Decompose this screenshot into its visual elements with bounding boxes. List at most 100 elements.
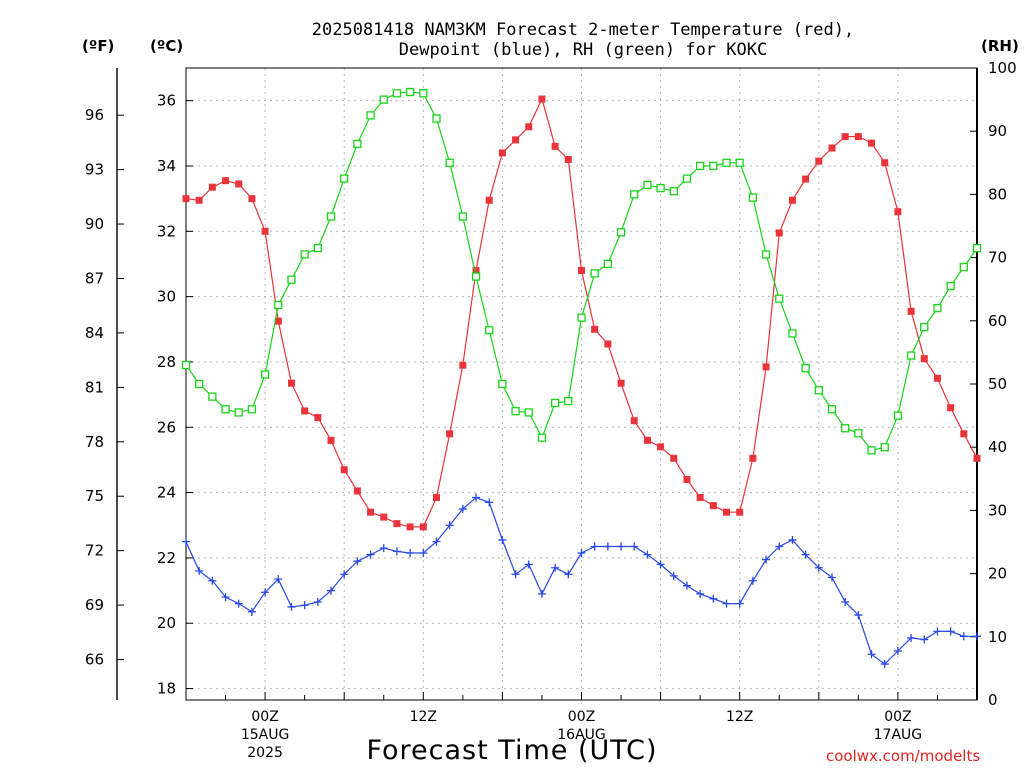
dewpoint-point [801, 550, 810, 559]
celsius-tick-label: 24 [157, 484, 176, 502]
temperature-point [353, 487, 361, 495]
dewpoint-point [300, 601, 309, 610]
temperature-point [248, 195, 256, 203]
temperature-point [498, 149, 506, 157]
rh-point [709, 161, 718, 171]
rh-point [379, 95, 388, 104]
dewpoint-point [234, 599, 243, 608]
rh-point [221, 405, 230, 414]
dewpoint-point [261, 588, 270, 597]
dewpoint-point [564, 570, 573, 579]
temperature-point [432, 493, 440, 501]
dewpoint-point [973, 632, 981, 641]
rh-tick-label: 20 [988, 565, 1007, 583]
celsius-tick-label: 20 [157, 614, 176, 632]
temperature-point [301, 407, 309, 415]
temperature-point [591, 325, 599, 333]
temperature-point [973, 454, 981, 462]
rh-point [432, 114, 441, 123]
temperature-point [235, 180, 243, 188]
temperature-point [630, 417, 638, 425]
fahrenheit-tick-label: 72 [85, 542, 104, 560]
credit-text: coolwx.com/modelts [826, 747, 980, 765]
temperature-point [841, 133, 849, 141]
fahrenheit-unit-label: (ºF) [82, 37, 114, 55]
x-axis-tick-labels: 00Z 15AUG 2025 12Z 00Z 16AUG 12Z 00Z 17AUG [241, 709, 922, 761]
rh-point [392, 89, 402, 98]
temperature-point [881, 159, 889, 167]
dewpoint-point [893, 647, 902, 656]
rh-point [458, 212, 468, 221]
temperature-point [947, 404, 955, 412]
rh-point [906, 351, 916, 360]
dewpoint-point [617, 542, 626, 551]
temperature-point [617, 379, 625, 387]
celsius-unit-label: (ºC) [150, 37, 183, 55]
dewpoint-point [458, 504, 467, 513]
temperature-point [868, 139, 876, 147]
dewpoint-point [946, 627, 955, 636]
temperature-point [815, 157, 823, 165]
temperature-point [195, 196, 203, 204]
temperature-point [538, 95, 546, 103]
temperature-point [393, 520, 401, 528]
rh-point [524, 408, 533, 417]
dewpoint-point [392, 547, 401, 556]
celsius-tick-label: 30 [157, 288, 176, 306]
rh-point [234, 408, 243, 417]
rh-tick-label: 60 [988, 312, 1007, 330]
x-tick-label: 12Z [410, 709, 437, 725]
rh-point [946, 281, 955, 291]
rh-point [630, 190, 639, 199]
fahrenheit-tick-label: 84 [85, 324, 104, 342]
temperature-point [222, 177, 230, 185]
dewpoint-point [775, 542, 784, 551]
dewpoint-point [762, 555, 771, 564]
temperature-point [512, 136, 520, 144]
fahrenheit-tick-label: 96 [85, 106, 104, 124]
rh-point [195, 379, 204, 389]
rh-unit-label: (RH) [981, 37, 1019, 55]
rh-point [590, 269, 599, 278]
fahrenheit-tick-label: 87 [85, 269, 104, 287]
temperature-point [578, 267, 585, 275]
celsius-tick-label: 18 [157, 680, 176, 698]
rh-point [603, 259, 613, 269]
dewpoint-point [590, 542, 599, 551]
rh-point [550, 398, 560, 408]
celsius-tick-label: 32 [157, 222, 176, 240]
x-tick-label: 00Z [884, 709, 911, 725]
temperature-point [775, 229, 783, 237]
rh-point [748, 193, 758, 202]
rh-point [287, 275, 296, 284]
dewpoint-point [854, 611, 863, 620]
fahrenheit-tick-label: 75 [85, 487, 104, 505]
temperature-point [564, 155, 572, 163]
x-tick-label: 00Z [251, 709, 278, 725]
dewpoint-point [221, 593, 230, 602]
temperature-point [446, 430, 454, 438]
rh-point [485, 326, 494, 335]
celsius-tick-label: 28 [157, 353, 176, 371]
dewpoint-point [524, 560, 533, 569]
dewpoint-point [247, 607, 256, 616]
dewpoint-point [366, 550, 375, 559]
dewpoint-point [722, 599, 731, 608]
dewpoint-point [327, 586, 336, 595]
chart-title: 2025081418 NAM3KM Forecast 2-meter Tempe… [312, 20, 854, 60]
rh-tick-label: 70 [988, 249, 1007, 267]
temperature-point [604, 340, 612, 348]
x-tick-label: 00Z [568, 709, 595, 725]
series [181, 87, 982, 669]
temperature-point [907, 307, 915, 315]
fahrenheit-tick-label: 66 [85, 651, 104, 669]
dewpoint-point [682, 581, 691, 590]
temperature-point [749, 454, 757, 462]
celsius-tick-label: 22 [157, 549, 176, 567]
rh-point [405, 87, 415, 97]
temperature-point [380, 513, 388, 521]
temperature-point [340, 466, 348, 474]
rh-point [854, 429, 863, 438]
temperature-point [683, 476, 691, 484]
dewpoint-point [643, 550, 652, 559]
